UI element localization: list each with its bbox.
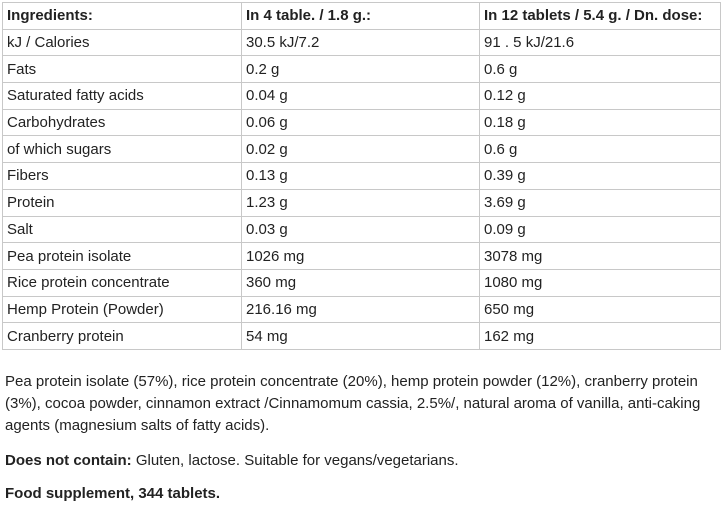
allergen-note: Does not contain: Gluten, lactose. Suita… <box>5 450 717 472</box>
table-cell: 0.12 g <box>479 82 721 110</box>
table-cell: Protein <box>2 188 242 217</box>
table-row: Fibers 0.13 g 0.39 g <box>2 162 721 190</box>
table-row: Fats 0.2 g 0.6 g <box>2 55 721 84</box>
table-cell: Hemp Protein (Powder) <box>2 295 242 324</box>
table-cell: 0.18 g <box>479 108 721 137</box>
table-cell: 1026 mg <box>241 242 480 270</box>
allergen-label: Does not contain: <box>5 452 132 469</box>
table-row: Hemp Protein (Powder) 216.16 mg 650 mg <box>2 295 721 324</box>
table-cell: 1080 mg <box>479 268 721 297</box>
table-cell: Carbohydrates <box>2 108 242 137</box>
table-cell: 1.23 g <box>241 188 480 217</box>
table-cell: 0.13 g <box>241 162 480 190</box>
table-cell: Cranberry protein <box>2 322 242 350</box>
table-row: Cranberry protein 54 mg 162 mg <box>2 322 721 350</box>
table-cell: 91 . 5 kJ/21.6 <box>479 28 721 57</box>
table-cell: Rice protein concentrate <box>2 268 242 297</box>
table-cell: Pea protein isolate <box>2 242 242 270</box>
table-cell: 0.06 g <box>241 108 480 137</box>
table-row: of which sugars 0.02 g 0.6 g <box>2 135 721 164</box>
table-cell: 30.5 kJ/7.2 <box>241 28 480 57</box>
nutrition-table: Ingredients: In 4 table. / 1.8 g.: In 12 t… <box>2 2 721 350</box>
table-row: kJ / Calories 30.5 kJ/7.2 91 . 5 kJ/21.6 <box>2 28 721 57</box>
table-row: Pea protein isolate 1026 mg 3078 mg <box>2 242 721 270</box>
table-cell: 0.04 g <box>241 82 480 110</box>
header-cell: In 12 tablets / 5.4 g. / Dn. dose: <box>479 2 721 30</box>
table-cell: 0.39 g <box>479 162 721 190</box>
table-cell: 162 mg <box>479 322 721 350</box>
table-cell: 3078 mg <box>479 242 721 270</box>
table-cell: of which sugars <box>2 135 242 164</box>
table-cell: kJ / Calories <box>2 28 242 57</box>
table-row: Salt 0.03 g 0.09 g <box>2 215 721 244</box>
header-row: Ingredients: In 4 table. / 1.8 g.: In 12 t… <box>2 2 721 30</box>
table-cell: 0.6 g <box>479 55 721 84</box>
table-cell: 0.2 g <box>241 55 480 84</box>
header-cell: Ingredients: <box>2 2 242 30</box>
table-row: Carbohydrates 0.06 g 0.18 g <box>2 108 721 137</box>
table-cell: 3.69 g <box>479 188 721 217</box>
allergen-text: Gluten, lactose. Suitable for vegans/veg… <box>135 452 459 469</box>
footer-text: Food supplement, 344 tablets. <box>5 485 221 502</box>
table-body: kJ / Calories 30.5 kJ/7.2 91 . 5 kJ/21.6 Fa… <box>2 28 721 350</box>
table-cell: 54 mg <box>241 322 480 350</box>
table-cell: Fats <box>2 55 242 84</box>
ingredients-text: Pea protein isolate (57%), rice protein … <box>5 373 701 434</box>
table-cell: 360 mg <box>241 268 480 297</box>
table-cell: 0.6 g <box>479 135 721 164</box>
table-row: Rice protein concentrate 360 mg 1080 mg <box>2 268 721 297</box>
table-cell: 650 mg <box>479 295 721 324</box>
table-cell: Fibers <box>2 162 242 190</box>
table-cell: 216.16 mg <box>241 295 480 324</box>
table-cell: Salt <box>2 215 242 244</box>
table-row: Saturated fatty acids 0.04 g 0.12 g <box>2 82 721 110</box>
table-cell: Saturated fatty acids <box>2 82 242 110</box>
table-cell: 0.09 g <box>479 215 721 244</box>
table-cell: 0.03 g <box>241 215 480 244</box>
table-row: Protein 1.23 g 3.69 g <box>2 188 721 217</box>
header-cell: In 4 table. / 1.8 g.: <box>241 2 480 30</box>
table-cell: 0.02 g <box>241 135 480 164</box>
